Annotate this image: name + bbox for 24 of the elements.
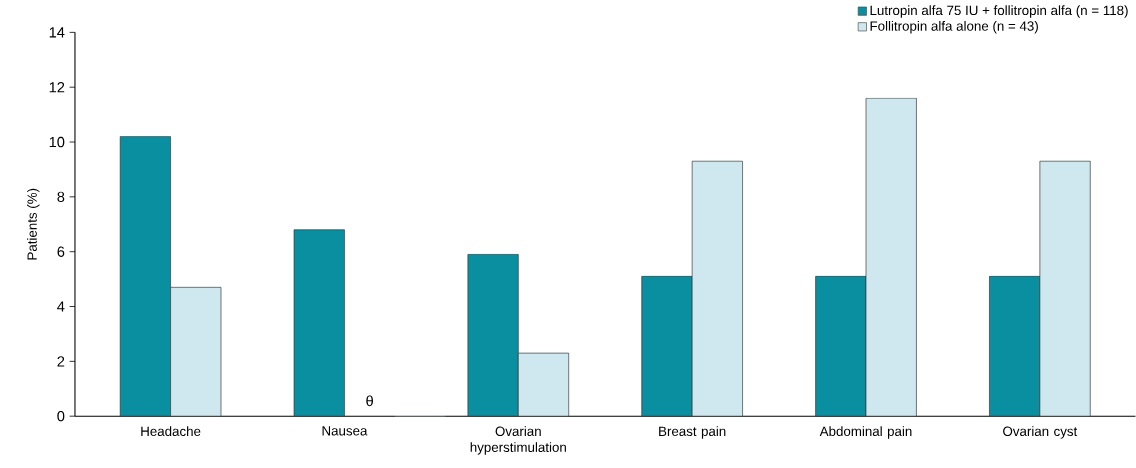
- x-tick-label: Nausea: [322, 426, 368, 436]
- bar: [467, 254, 519, 417]
- legend-label: Lutropin alfa 75 IU + follitropin alfa (n = 118): [870, 5, 1128, 18]
- y-tick-label: 6: [57, 246, 65, 257]
- bar: [989, 275, 1041, 417]
- x-tick-label: Abdominal pain: [819, 426, 912, 439]
- bar: [293, 229, 345, 417]
- bar: [815, 275, 867, 417]
- x-tick-label: Ovarian cyst: [1003, 426, 1078, 439]
- y-tick-label: 12: [49, 82, 65, 93]
- x-tick-label: Breast pain: [659, 426, 726, 439]
- y-tick-label: 14: [49, 27, 65, 38]
- y-tick-label: 2: [57, 356, 65, 367]
- x-tick-label: Headache: [141, 426, 201, 436]
- y-tick-label: 4: [57, 301, 65, 312]
- bar: [641, 275, 693, 417]
- y-tick-label: 10: [49, 136, 65, 148]
- y-tick-label: 0: [57, 410, 65, 422]
- bar: [119, 136, 171, 417]
- legend-label: Follitropin alfa alone (n = 43): [870, 20, 1038, 34]
- annotation: θ: [366, 395, 373, 407]
- y-axis-title: Patients (%): [27, 188, 40, 260]
- x-tick-label: Ovarian hyperstimulation: [470, 426, 566, 455]
- y-tick-label: 8: [57, 191, 65, 202]
